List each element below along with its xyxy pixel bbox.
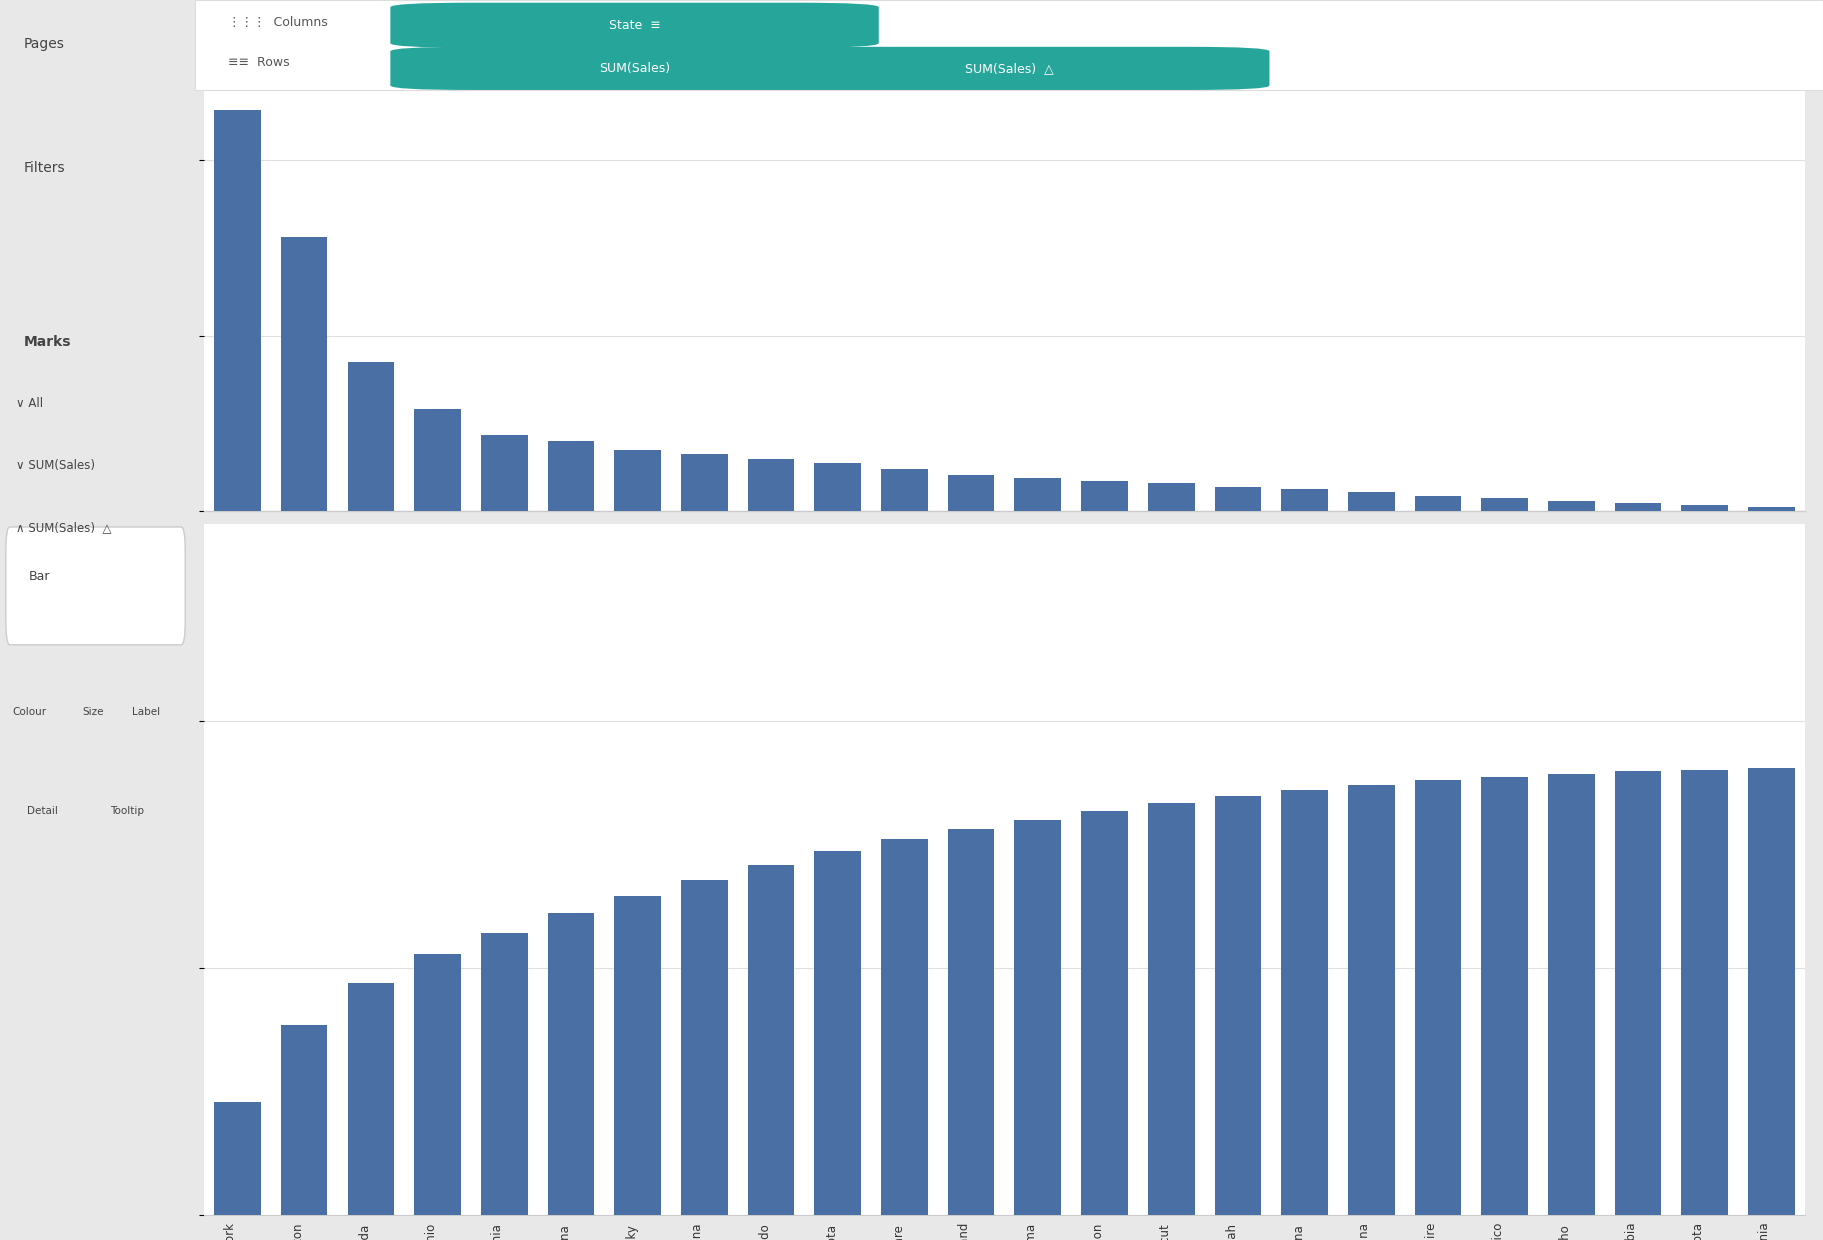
Bar — [815, 463, 860, 511]
Text: Colour: Colour — [13, 707, 46, 717]
Bar — [1482, 498, 1528, 511]
Text: Bar: Bar — [29, 570, 51, 583]
Bar — [682, 454, 727, 511]
Text: Filters: Filters — [24, 161, 66, 175]
Text: Detail: Detail — [27, 806, 58, 816]
Text: ≡≡  Rows: ≡≡ Rows — [228, 56, 290, 68]
Bar — [614, 450, 662, 511]
Bar — [747, 866, 795, 1215]
Bar — [1014, 477, 1061, 511]
Text: ∨ All: ∨ All — [16, 397, 42, 409]
Bar — [881, 469, 928, 511]
Bar — [1615, 503, 1661, 511]
Bar — [1615, 771, 1661, 1215]
FancyBboxPatch shape — [390, 47, 879, 91]
Bar — [481, 932, 527, 1215]
Text: ∨ SUM(Sales): ∨ SUM(Sales) — [16, 459, 95, 471]
Bar — [1748, 507, 1796, 511]
Bar — [1347, 785, 1395, 1215]
Text: ⋮⋮⋮  Columns: ⋮⋮⋮ Columns — [228, 16, 328, 30]
Bar — [1148, 484, 1194, 511]
FancyBboxPatch shape — [390, 2, 879, 47]
Bar — [547, 441, 594, 511]
Title: State: State — [981, 62, 1028, 81]
Bar — [1548, 501, 1595, 511]
Text: SUM(Sales)  △: SUM(Sales) △ — [964, 62, 1054, 74]
Bar — [1081, 481, 1128, 511]
Bar — [614, 895, 662, 1215]
Bar — [1282, 790, 1327, 1215]
Text: Marks: Marks — [24, 335, 71, 348]
Bar — [1148, 804, 1194, 1215]
Bar — [348, 362, 394, 511]
Y-axis label: Sales: Sales — [137, 280, 151, 321]
Text: Tooltip: Tooltip — [109, 806, 144, 816]
Bar — [815, 852, 860, 1215]
Bar — [281, 237, 328, 511]
Bar — [1748, 769, 1796, 1215]
Bar — [682, 879, 727, 1215]
Bar — [348, 983, 394, 1215]
Bar — [1282, 490, 1327, 511]
Bar — [547, 913, 594, 1215]
Bar — [1482, 776, 1528, 1215]
Text: ∧ SUM(Sales)  △: ∧ SUM(Sales) △ — [16, 521, 111, 533]
Text: State  ≡: State ≡ — [609, 19, 660, 32]
Bar — [414, 955, 461, 1215]
Bar — [1681, 505, 1728, 511]
Text: SUM(Sales): SUM(Sales) — [600, 62, 671, 74]
FancyBboxPatch shape — [749, 47, 1269, 91]
Bar — [213, 1102, 261, 1215]
Bar — [1014, 820, 1061, 1215]
Bar — [481, 435, 527, 511]
Bar — [281, 1025, 328, 1215]
Bar — [747, 459, 795, 511]
Bar — [1081, 811, 1128, 1215]
Bar — [948, 475, 994, 511]
Bar — [1214, 796, 1262, 1215]
Bar — [1548, 774, 1595, 1215]
FancyBboxPatch shape — [5, 527, 186, 645]
Text: Label: Label — [133, 707, 160, 717]
Bar — [1214, 487, 1262, 511]
Bar — [1681, 770, 1728, 1215]
Bar — [414, 409, 461, 511]
Text: Size: Size — [82, 707, 104, 717]
Bar — [213, 109, 261, 511]
Bar — [1347, 492, 1395, 511]
Text: Pages: Pages — [24, 37, 64, 51]
Bar — [1415, 780, 1462, 1215]
Bar — [948, 830, 994, 1215]
Y-axis label: Running Sum of Sales: Running Sum of Sales — [151, 786, 166, 954]
Bar — [881, 839, 928, 1215]
Bar — [1415, 496, 1462, 511]
